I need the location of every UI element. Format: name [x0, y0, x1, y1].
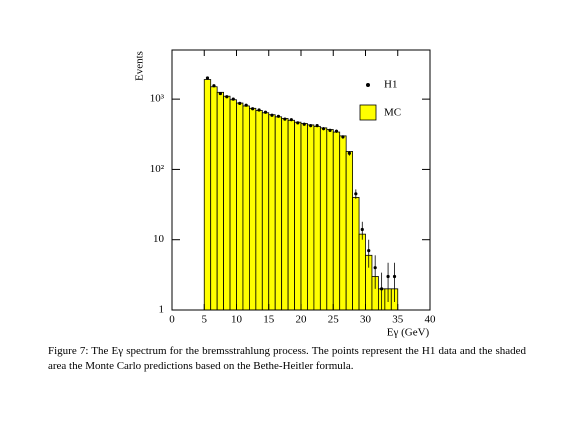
- x-tick-label: 25: [328, 314, 340, 326]
- bar: [216, 91, 224, 311]
- data-point: [302, 122, 306, 126]
- x-tick-label: 0: [169, 314, 175, 326]
- data-point: [276, 114, 281, 118]
- data-point: [321, 127, 326, 131]
- data-point: [212, 84, 216, 88]
- data-point: [283, 117, 287, 121]
- chart: Events Eγ (GeV) 0 5 10 15 20 25 30 35 40 1 10 10² 10…: [134, 49, 437, 339]
- legend-swatch: [359, 104, 377, 121]
- bar: [332, 131, 341, 311]
- bar: [287, 119, 295, 311]
- legend-label: MC: [384, 107, 401, 119]
- bar: [248, 107, 257, 311]
- data-point: [315, 124, 319, 128]
- y-tick-label: 10³: [150, 93, 165, 105]
- data-point: [309, 124, 313, 128]
- legend-label: H1: [384, 79, 397, 91]
- data-point: [341, 135, 345, 139]
- y-tick-label: 10²: [150, 163, 165, 175]
- data-point: [354, 192, 358, 196]
- y-tick-label: 10: [153, 233, 165, 245]
- bar: [242, 105, 250, 311]
- legend-marker: [366, 83, 370, 87]
- x-tick-label: 40: [425, 314, 437, 326]
- data-point: [360, 227, 364, 232]
- x-tick-label: 20: [296, 314, 308, 326]
- data-point: [347, 151, 351, 155]
- data-point: [270, 113, 274, 117]
- data-point: [251, 107, 255, 111]
- data-point: [296, 121, 300, 125]
- caption: Figure 7: The Eγ spectrum for the bremss…: [48, 345, 526, 372]
- data-point: [367, 248, 371, 253]
- bar: [261, 112, 270, 311]
- bar: [255, 110, 263, 311]
- data-point: [386, 274, 390, 279]
- bar: [281, 118, 289, 311]
- bar: [339, 135, 347, 311]
- data-point: [380, 287, 384, 291]
- bar: [358, 233, 366, 311]
- bar: [294, 121, 302, 311]
- bar: [203, 79, 212, 311]
- data-point: [328, 128, 332, 132]
- data-point: [218, 91, 222, 96]
- data-point: [334, 129, 339, 133]
- bar: [352, 196, 360, 311]
- bar: [223, 95, 231, 311]
- bar: [210, 86, 218, 311]
- bar: [268, 114, 276, 311]
- bar: [300, 123, 308, 311]
- y-tick-label: 1: [159, 304, 165, 316]
- bar: [229, 99, 237, 311]
- bar: [236, 102, 244, 311]
- data-point: [392, 274, 397, 279]
- data-point: [205, 76, 210, 80]
- y-axis-label: Events: [134, 51, 146, 81]
- bar: [274, 116, 283, 311]
- data-point: [238, 101, 242, 105]
- x-axis-label: Eγ (GeV): [387, 327, 430, 339]
- bar: [345, 151, 353, 311]
- data-point: [244, 103, 248, 107]
- bar: [307, 124, 315, 311]
- data-point: [289, 118, 293, 122]
- x-tick-label: 30: [360, 314, 372, 326]
- x-tick-label: 35: [392, 314, 404, 326]
- data-point: [225, 95, 229, 99]
- bar: [313, 125, 321, 311]
- x-tick-label: 15: [263, 314, 275, 326]
- x-tick-label: 10: [231, 314, 243, 326]
- x-tick-label: 5: [202, 314, 208, 326]
- data-point: [231, 97, 235, 101]
- data-point: [263, 110, 268, 114]
- data-point: [373, 266, 377, 270]
- data-point: [257, 108, 261, 112]
- bar: [326, 129, 334, 311]
- bar: [319, 127, 328, 311]
